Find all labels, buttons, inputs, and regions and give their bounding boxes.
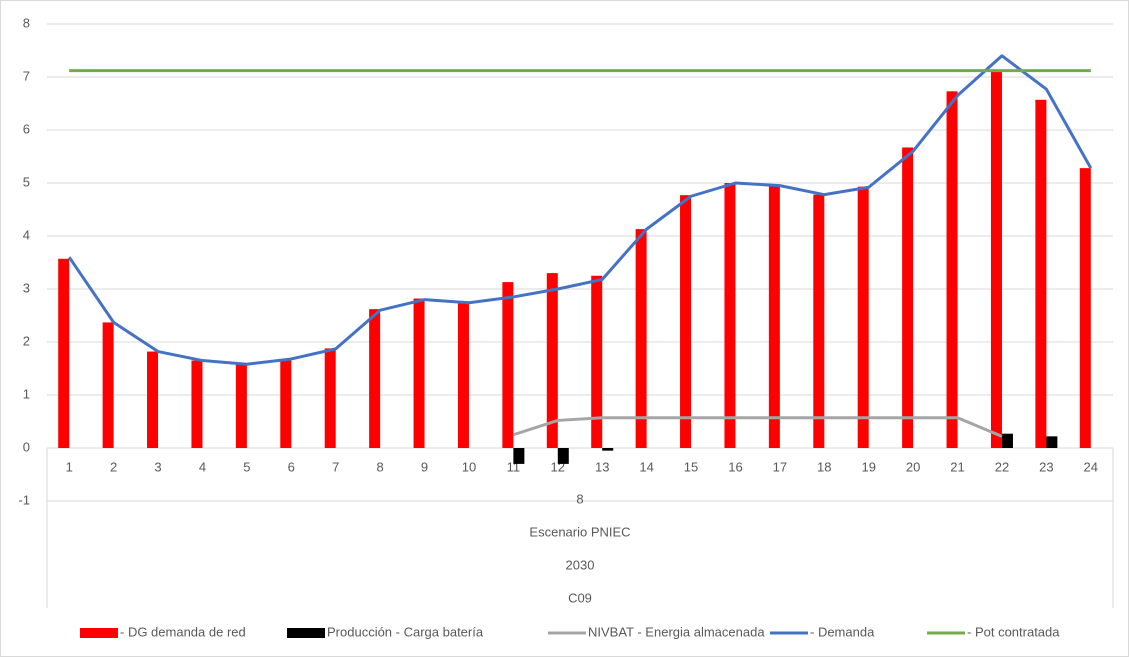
x-group-label: C09 (568, 590, 592, 605)
y-tick-label: 8 (23, 15, 30, 30)
x-tick-label: 3 (154, 459, 161, 474)
bar (602, 448, 614, 451)
x-tick-label: 17 (773, 459, 787, 474)
bar (457, 302, 469, 448)
bar (147, 351, 159, 448)
bar (591, 275, 603, 448)
bar (235, 364, 247, 448)
bar (557, 448, 569, 464)
bar (1079, 168, 1091, 448)
bar (635, 229, 647, 448)
bar (768, 185, 780, 448)
bar (502, 282, 514, 448)
y-tick-label: 4 (23, 227, 30, 242)
bar (413, 298, 425, 448)
x-tick-label: 6 (288, 459, 295, 474)
x-tick-label: 7 (332, 459, 339, 474)
bar (946, 91, 958, 448)
bar (1035, 99, 1047, 448)
x-tick-label: 5 (243, 459, 250, 474)
x-tick-label: 4 (199, 459, 206, 474)
legend-label: NIVBAT - Energia almacenada (588, 624, 765, 639)
bar (1001, 433, 1013, 448)
bar (990, 70, 1002, 449)
x-tick-label: 24 (1084, 459, 1098, 474)
bar (369, 309, 381, 448)
line (67, 54, 1093, 366)
x-tick-label: 13 (595, 459, 609, 474)
legend-swatch (80, 628, 118, 638)
x-tick-label: 22 (995, 459, 1009, 474)
y-tick-label: -1 (18, 492, 30, 507)
x-tick-label: 8 (377, 459, 384, 474)
x-tick-label: 1 (66, 459, 73, 474)
legend-label: - Pot contratada (967, 624, 1060, 639)
bar (902, 147, 914, 449)
x-group-label: 8 (576, 491, 583, 506)
bar (513, 448, 525, 464)
legend-swatch (287, 628, 325, 638)
x-tick-label: 10 (462, 459, 476, 474)
bar (680, 195, 692, 448)
x-group-label: 2030 (566, 557, 595, 572)
x-tick-label: 21 (950, 459, 964, 474)
y-tick-label: 3 (23, 280, 30, 295)
y-tick-label: 2 (23, 333, 30, 348)
y-tick-label: 5 (23, 174, 30, 189)
y-tick-label: 7 (23, 68, 30, 83)
bar (102, 322, 114, 448)
x-tick-label: 2 (110, 459, 117, 474)
x-tick-label: 15 (684, 459, 698, 474)
line (512, 416, 1003, 438)
bar (324, 348, 336, 448)
x-tick-label: 19 (861, 459, 875, 474)
legend-label: - Demanda (810, 624, 875, 639)
y-tick-label: 1 (23, 386, 30, 401)
x-tick-label: 9 (421, 459, 428, 474)
x-tick-label: 18 (817, 459, 831, 474)
bar (857, 186, 869, 448)
bar (58, 258, 70, 448)
bar (813, 194, 825, 448)
x-tick-label: 16 (728, 459, 742, 474)
y-tick-label: 6 (23, 121, 30, 136)
bar (724, 183, 736, 448)
bar (191, 360, 203, 448)
x-tick-label: 20 (906, 459, 920, 474)
bar (1046, 436, 1058, 448)
legend-label: Producción - Carga batería (327, 624, 484, 639)
y-tick-label: 0 (23, 439, 30, 454)
bar (280, 358, 292, 448)
x-tick-label: 23 (1039, 459, 1053, 474)
legend-label: - DG demanda de red (120, 624, 246, 639)
x-tick-label: 14 (639, 459, 653, 474)
x-group-label: Escenario PNIEC (529, 524, 630, 539)
bar (546, 273, 558, 448)
